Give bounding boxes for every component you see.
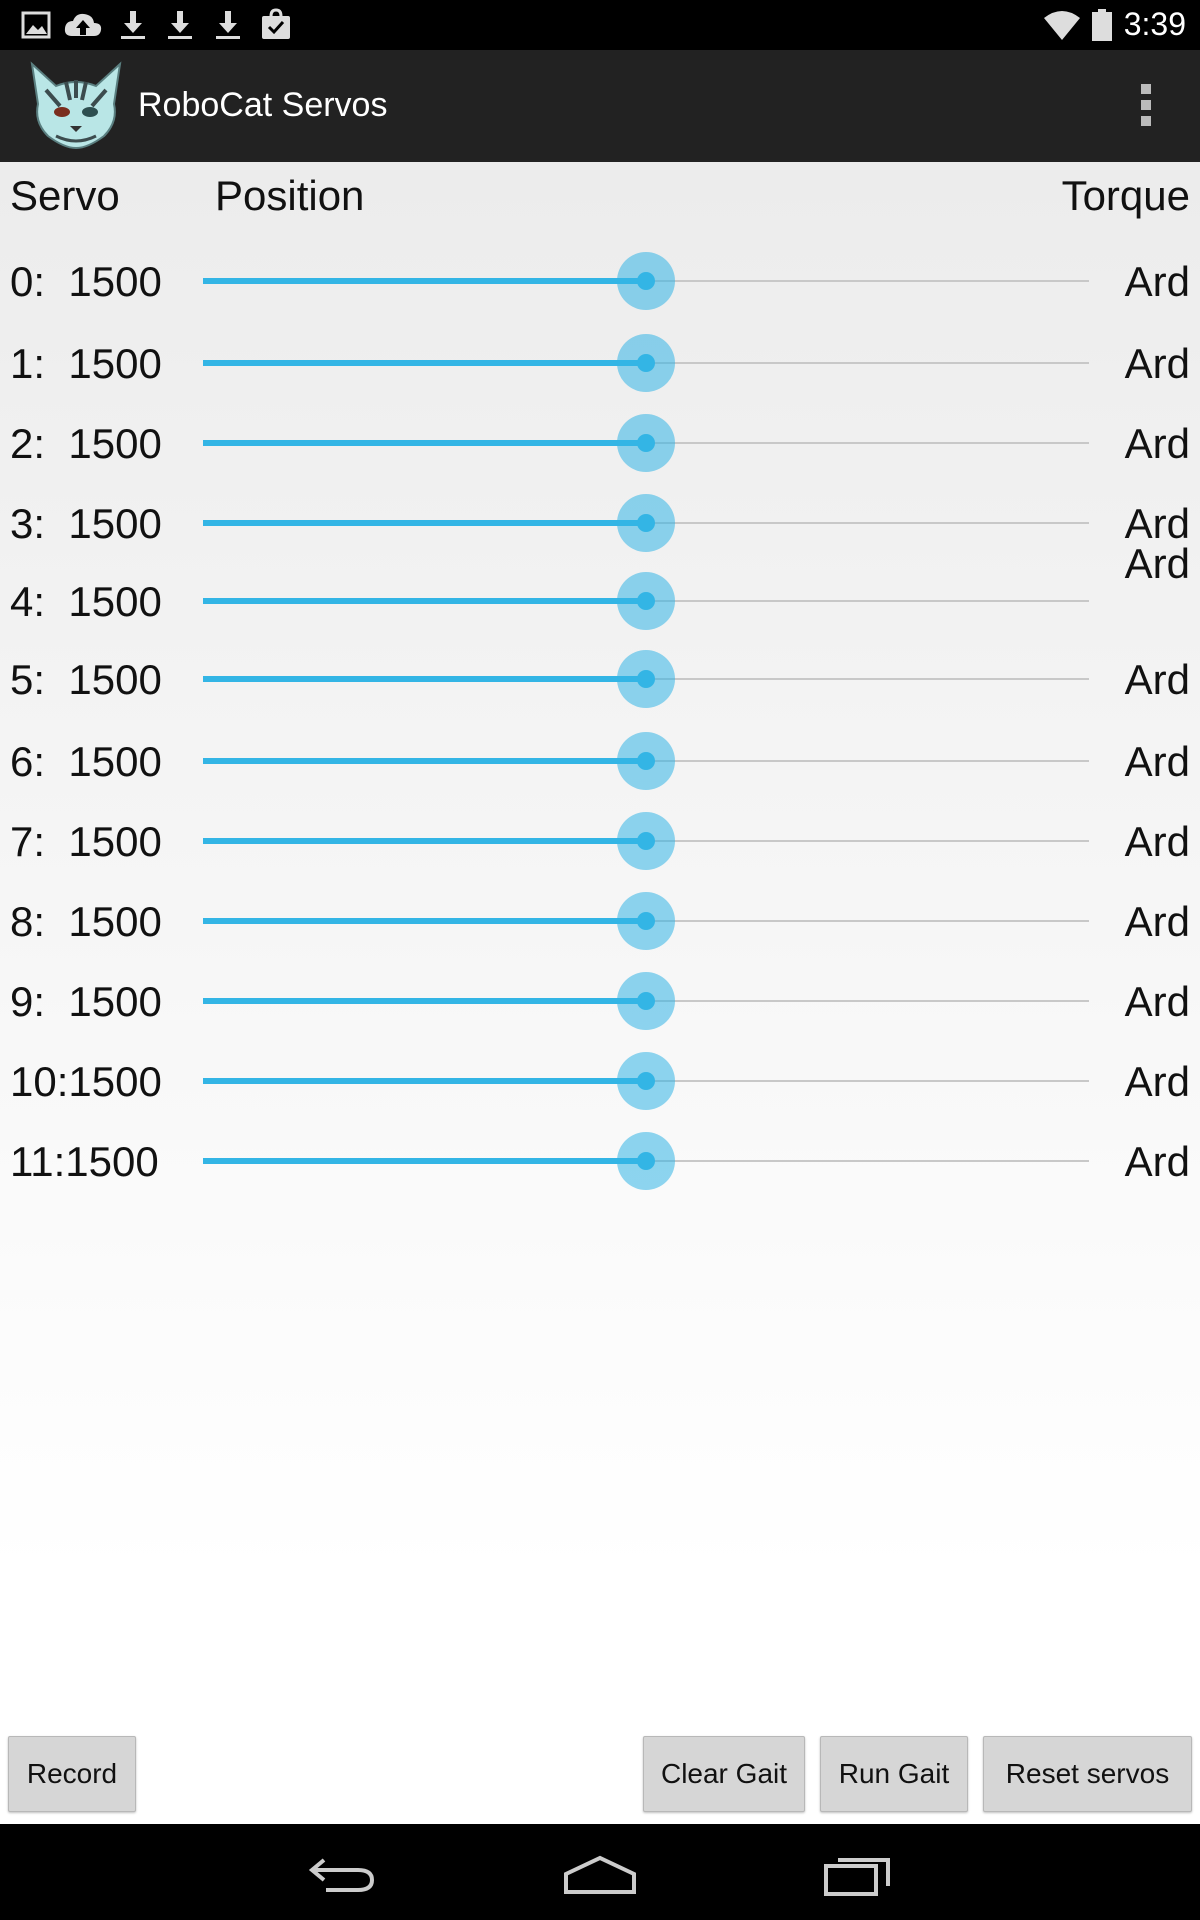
slider-thumb-dot — [637, 752, 655, 770]
app-title: RoboCat Servos — [138, 86, 388, 124]
reset-servos-button[interactable]: Reset servos — [983, 1736, 1192, 1812]
servo-label: 2: 1500 — [10, 420, 162, 467]
image-icon — [21, 11, 51, 39]
run-gait-button[interactable]: Run Gait — [820, 1736, 968, 1812]
overflow-dot — [1141, 116, 1151, 126]
servo-label: 5: 1500 — [10, 656, 162, 703]
position-slider-fill — [203, 838, 646, 844]
servo-label: 9: 1500 — [10, 978, 162, 1025]
servo-label: 10:1500 — [10, 1058, 162, 1105]
position-slider-fill — [203, 440, 646, 446]
overflow-menu-icon[interactable] — [1136, 84, 1156, 132]
download-icon — [121, 11, 145, 39]
servo-row: 0: 1500 Ard — [0, 246, 1200, 316]
shopping-bag-icon — [262, 8, 290, 39]
position-slider-fill — [203, 598, 646, 604]
torque-value[interactable]: Ard — [1124, 258, 1190, 305]
torque-value[interactable]: Ard — [1124, 656, 1190, 703]
cloud-upload-icon — [64, 13, 102, 36]
torque-value[interactable]: Ard — [1124, 540, 1190, 587]
servo-row: 1: 1500 Ard — [0, 328, 1200, 398]
servo-row: 10:1500 Ard — [0, 1046, 1200, 1116]
position-slider-fill — [203, 520, 646, 526]
torque-value[interactable]: Ard — [1124, 340, 1190, 387]
servo-label: 8: 1500 — [10, 898, 162, 945]
torque-value[interactable]: Ard — [1124, 898, 1190, 945]
servo-row: 9: 1500 Ard — [0, 966, 1200, 1036]
servo-row: 6: 1500 Ard — [0, 726, 1200, 796]
slider-thumb-dot — [637, 272, 655, 290]
record-button[interactable]: Record — [8, 1736, 136, 1812]
position-slider-fill — [203, 998, 646, 1004]
position-slider-fill — [203, 360, 646, 366]
slider-thumb-dot — [637, 354, 655, 372]
servo-panel: Servo Position Torque 0: 1500 Ard 1: 1500 A… — [0, 162, 1200, 1824]
torque-value[interactable]: Ard — [1124, 500, 1190, 547]
action-bar: RoboCat Servos — [0, 50, 1200, 162]
servo-row: 8: 1500 Ard — [0, 886, 1200, 956]
torque-value[interactable]: Ard — [1124, 1138, 1190, 1185]
position-slider-fill — [203, 918, 646, 924]
slider-thumb-dot — [637, 670, 655, 688]
clock-time: 3:39 — [1123, 6, 1186, 42]
slider-thumb-dot — [637, 1152, 655, 1170]
download-icon — [216, 11, 240, 39]
download-icon — [168, 11, 192, 39]
back-icon[interactable] — [306, 1846, 378, 1898]
servo-row: 3: 1500 Ard — [0, 488, 1200, 558]
overflow-dot — [1141, 100, 1151, 110]
slider-thumb-dot — [637, 992, 655, 1010]
torque-value[interactable]: Ard — [1124, 420, 1190, 467]
servo-row: 5: 1500 Ard — [0, 644, 1200, 714]
torque-value[interactable]: Ard — [1124, 1058, 1190, 1105]
status-bar: 3:39 — [0, 0, 1200, 50]
slider-thumb-dot — [637, 832, 655, 850]
position-slider-fill — [203, 278, 646, 284]
servo-row: 4: 1500 Ard — [0, 540, 1200, 636]
header-position: Position — [215, 172, 365, 219]
torque-value[interactable]: Ard — [1124, 738, 1190, 785]
slider-thumb-dot — [637, 434, 655, 452]
header-servo: Servo — [10, 172, 120, 219]
position-slider-fill — [203, 1078, 646, 1084]
slider-thumb-dot — [637, 592, 655, 610]
slider-thumb-dot — [637, 514, 655, 532]
home-icon[interactable] — [562, 1846, 638, 1898]
servo-row: 2: 1500 Ard — [0, 408, 1200, 478]
recent-apps-icon[interactable] — [822, 1846, 894, 1898]
header-torque: Torque — [1061, 172, 1190, 219]
servo-row: 7: 1500 Ard — [0, 806, 1200, 876]
position-slider-fill — [203, 676, 646, 682]
torque-value[interactable]: Ard — [1124, 978, 1190, 1025]
clear-gait-button[interactable]: Clear Gait — [643, 1736, 805, 1812]
servo-label: 6: 1500 — [10, 738, 162, 785]
servo-label: 0: 1500 — [10, 258, 162, 305]
torque-value[interactable]: Ard — [1124, 818, 1190, 865]
servo-label: 1: 1500 — [10, 340, 162, 387]
battery-icon — [1092, 9, 1112, 41]
servo-label: 3: 1500 — [10, 500, 162, 547]
overflow-dot — [1141, 84, 1151, 94]
slider-thumb-dot — [637, 1072, 655, 1090]
navigation-bar — [0, 1824, 1200, 1920]
slider-thumb-dot — [637, 912, 655, 930]
robocat-logo-icon[interactable] — [26, 60, 126, 150]
position-slider-fill — [203, 758, 646, 764]
position-slider-fill — [203, 1158, 646, 1164]
servo-row: 11:1500 Ard — [0, 1126, 1200, 1196]
servo-label: 4: 1500 — [10, 578, 162, 625]
servo-label: 7: 1500 — [10, 818, 162, 865]
wifi-icon — [1044, 11, 1080, 40]
servo-label: 11:1500 — [10, 1138, 159, 1185]
